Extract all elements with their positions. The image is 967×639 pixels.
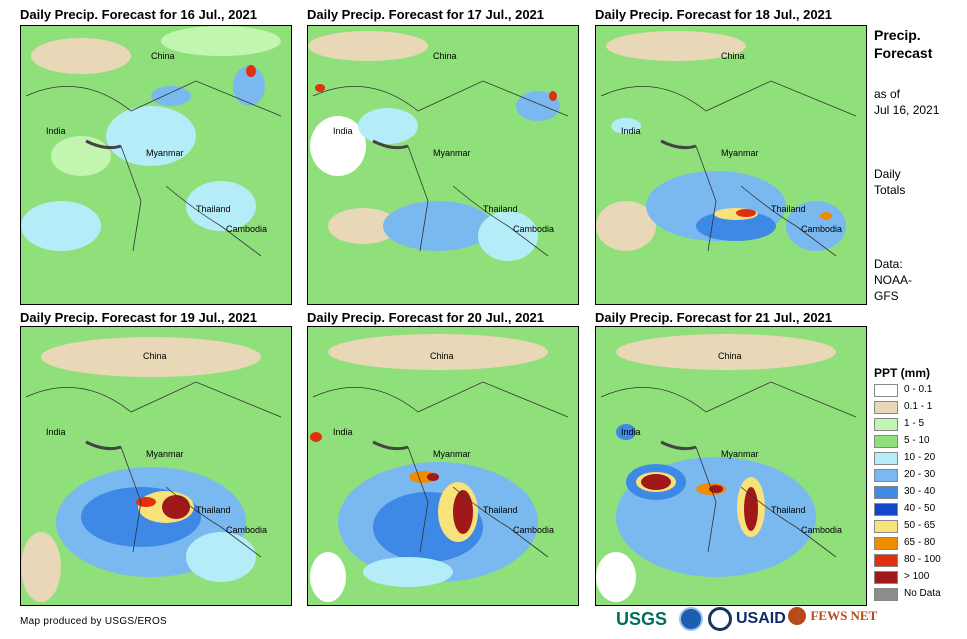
label-china-3: China xyxy=(721,51,745,61)
label-thailand-4: Thailand xyxy=(196,505,231,515)
side-title: Precip. Forecast xyxy=(874,26,932,62)
legend-swatch xyxy=(874,486,898,499)
side-data-line2: NOAA- xyxy=(874,273,913,287)
legend-swatch xyxy=(874,452,898,465)
label-cambodia-1: Cambodia xyxy=(226,224,268,234)
legend-label: 0.1 - 1 xyxy=(904,401,933,412)
label-thailand-2: Thailand xyxy=(483,204,518,214)
label-cambodia-6: Cambodia xyxy=(801,525,843,535)
map-panel-2: China India Myanmar Thailand Cambodia xyxy=(307,25,579,305)
usgs-logo-text: USGS xyxy=(616,609,668,629)
label-myanmar-6: Myanmar xyxy=(721,449,759,459)
side-data-source: Data: NOAA- GFS xyxy=(874,256,912,304)
label-myanmar-2: Myanmar xyxy=(433,148,471,158)
label-myanmar-5: Myanmar xyxy=(433,449,471,459)
side-data-line3: GFS xyxy=(874,289,899,303)
map-panel-6: China India Myanmar Thailand Cambodia xyxy=(595,326,867,606)
label-china-6: China xyxy=(718,351,742,361)
fewsnet-logo-text: FEWS NET xyxy=(810,608,878,623)
legend-label: 50 - 65 xyxy=(904,520,936,531)
label-india-2: India xyxy=(333,126,353,136)
panel-title-1: Daily Precip. Forecast for 16 Jul., 2021 xyxy=(20,7,258,22)
side-asof: as of Jul 16, 2021 xyxy=(874,86,939,118)
map-panel-4: China India Myanmar Thailand Cambodia xyxy=(20,326,292,606)
label-india-1: India xyxy=(46,126,66,136)
legend-label: 30 - 40 xyxy=(904,486,936,497)
panel-title-6: Daily Precip. Forecast for 21 Jul., 2021 xyxy=(595,310,833,325)
side-title-line1: Precip. xyxy=(874,27,921,43)
side-totals: Daily Totals xyxy=(874,166,905,198)
legend-label: 80 - 100 xyxy=(904,554,941,565)
map-credit: Map produced by USGS/EROS xyxy=(20,616,168,627)
legend-swatch xyxy=(874,384,898,397)
map-canvas-6 xyxy=(596,327,866,605)
label-myanmar-1: Myanmar xyxy=(146,148,184,158)
map-canvas-4 xyxy=(21,327,291,605)
map-panel-1: China India Myanmar Thailand Cambodia xyxy=(20,25,292,305)
usaid-logo-text: USAID xyxy=(736,610,786,627)
noaa-logo xyxy=(679,607,703,631)
fewsnet-logo: FEWS NET xyxy=(788,607,877,635)
legend-swatch xyxy=(874,571,898,584)
legend-swatch xyxy=(874,537,898,550)
legend-title: PPT (mm) xyxy=(874,366,931,380)
label-india-6: India xyxy=(621,427,641,437)
label-myanmar-3: Myanmar xyxy=(721,148,759,158)
label-thailand-1: Thailand xyxy=(196,204,231,214)
side-totals-line2: Totals xyxy=(874,183,906,197)
label-thailand-3: Thailand xyxy=(771,204,806,214)
map-canvas-5 xyxy=(308,327,578,605)
legend-swatch xyxy=(874,554,898,567)
map-canvas-1 xyxy=(21,26,291,304)
side-data-line1: Data: xyxy=(874,257,903,271)
label-thailand-6: Thailand xyxy=(771,505,806,515)
legend-label: > 100 xyxy=(904,571,930,582)
label-china-5: China xyxy=(430,351,454,361)
usaid-logo: USAID xyxy=(736,605,786,633)
panel-title-5: Daily Precip. Forecast for 20 Jul., 2021 xyxy=(307,310,545,325)
legend-label: 65 - 80 xyxy=(904,537,936,548)
legend-swatch xyxy=(874,520,898,533)
side-title-line2: Forecast xyxy=(874,45,933,61)
legend-swatch xyxy=(874,588,898,601)
legend-swatch xyxy=(874,418,898,431)
usaid-seal xyxy=(708,607,732,631)
legend-swatch xyxy=(874,435,898,448)
label-thailand-5: Thailand xyxy=(483,505,518,515)
panel-title-2: Daily Precip. Forecast for 17 Jul., 2021 xyxy=(307,7,545,22)
legend-label: No Data xyxy=(904,588,941,599)
panel-title-3: Daily Precip. Forecast for 18 Jul., 2021 xyxy=(595,7,833,22)
legend-label: 10 - 20 xyxy=(904,452,936,463)
legend-swatch xyxy=(874,503,898,516)
map-panel-5: China India Myanmar Thailand Cambodia xyxy=(307,326,579,606)
map-canvas-2 xyxy=(308,26,578,304)
label-china-4: China xyxy=(143,351,167,361)
legend-label: 5 - 10 xyxy=(904,435,930,446)
side-asof-line2: Jul 16, 2021 xyxy=(874,103,940,117)
side-totals-line1: Daily xyxy=(874,167,901,181)
legend-label: 20 - 30 xyxy=(904,469,936,480)
label-india-3: India xyxy=(621,126,641,136)
label-myanmar-4: Myanmar xyxy=(146,449,184,459)
map-panel-3: China India Myanmar Thailand Cambodia xyxy=(595,25,867,305)
label-cambodia-5: Cambodia xyxy=(513,525,555,535)
fewsnet-icon xyxy=(788,607,806,625)
label-india-5: India xyxy=(333,427,353,437)
panel-title-4: Daily Precip. Forecast for 19 Jul., 2021 xyxy=(20,310,258,325)
legend-label: 40 - 50 xyxy=(904,503,936,514)
legend-swatch xyxy=(874,401,898,414)
legend-label: 1 - 5 xyxy=(904,418,925,429)
legend-swatch xyxy=(874,469,898,482)
label-cambodia-2: Cambodia xyxy=(513,224,555,234)
label-india-4: India xyxy=(46,427,66,437)
label-china-1: China xyxy=(151,51,175,61)
label-china-2: China xyxy=(433,51,457,61)
usgs-logo: USGS xyxy=(616,605,667,633)
label-cambodia-4: Cambodia xyxy=(226,525,268,535)
side-asof-line1: as of xyxy=(874,87,901,101)
legend-label: 0 - 0.1 xyxy=(904,384,933,395)
label-cambodia-3: Cambodia xyxy=(801,224,843,234)
map-canvas-3 xyxy=(596,26,866,304)
